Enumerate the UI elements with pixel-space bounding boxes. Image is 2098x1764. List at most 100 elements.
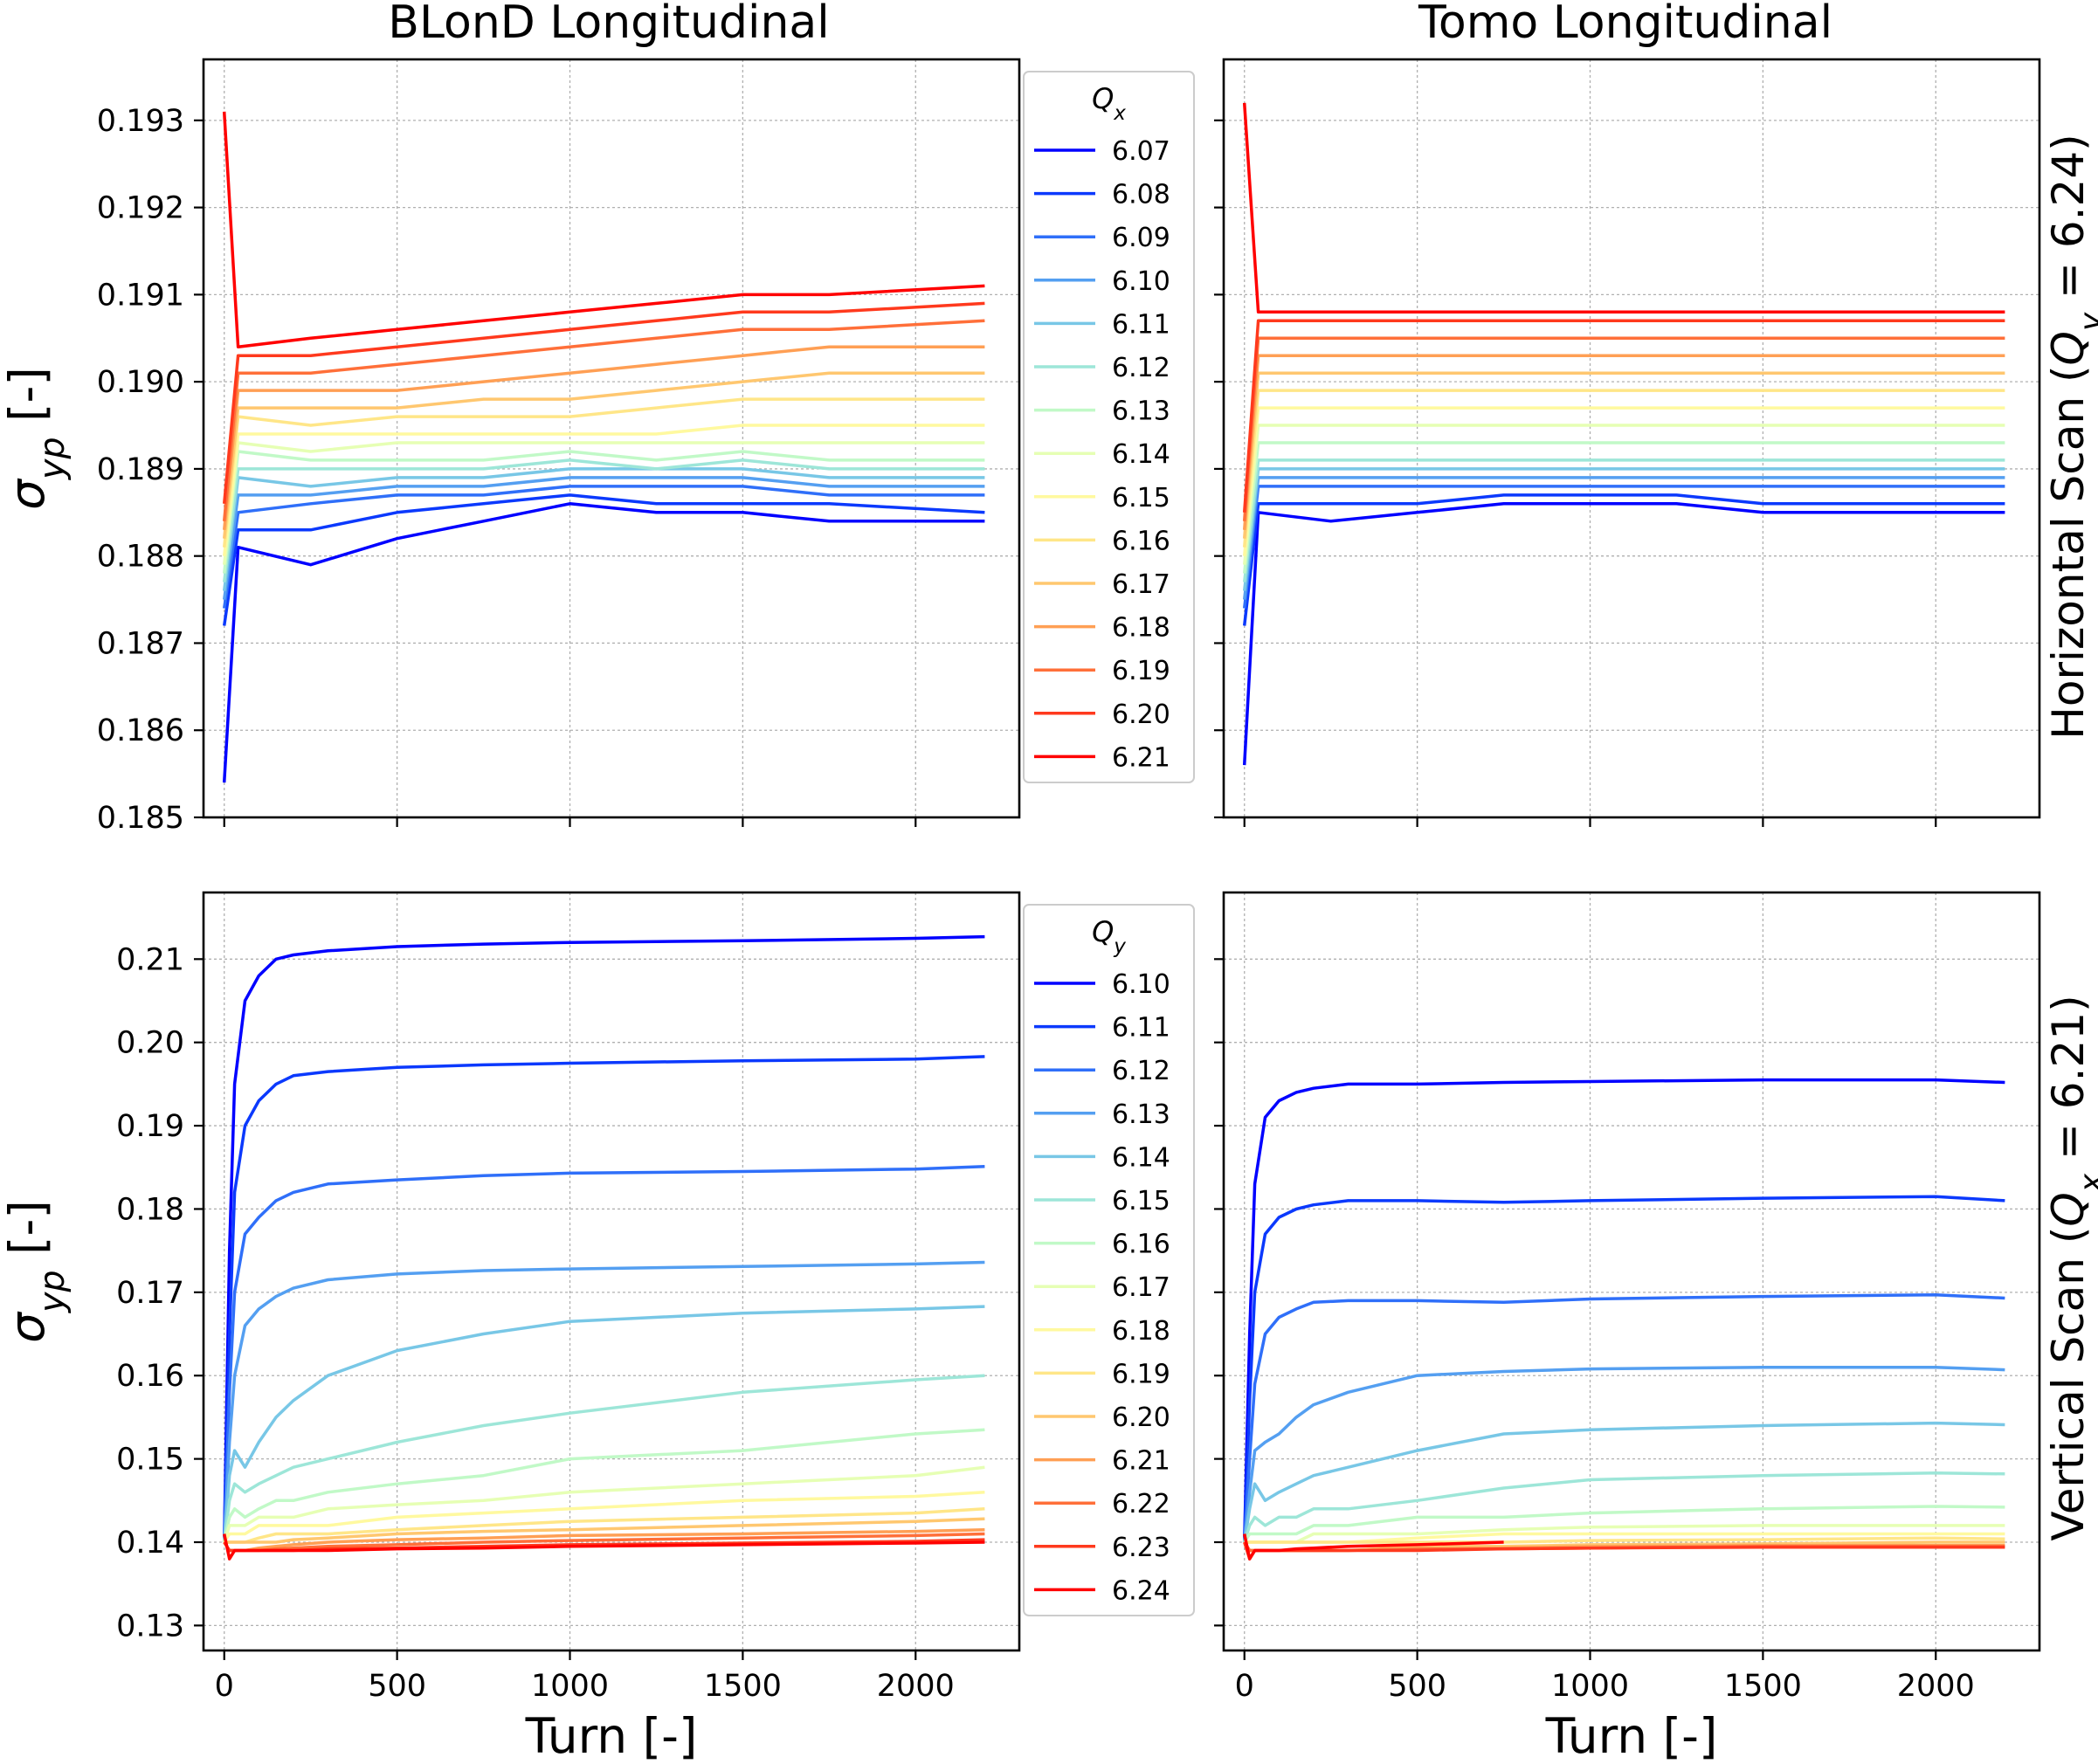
y-tick-label: 0.14 — [116, 1526, 184, 1561]
series-line-6.11 — [222, 1055, 985, 1543]
column-title-blond: BLonD Longitudinal — [388, 0, 829, 49]
legend-label: 6.18 — [1112, 613, 1170, 644]
plot-frame — [1222, 891, 2041, 1652]
series-line-6.16 — [1242, 389, 2005, 548]
legend-label: 6.13 — [1112, 396, 1170, 427]
series-line-6.15 — [1243, 1471, 2005, 1543]
series-line-6.13 — [1242, 1365, 2005, 1543]
series-line-6.20 — [1242, 319, 2005, 513]
series-line-6.11 — [222, 467, 985, 591]
row-label-horizontal-scan: Horizontal Scan (Qy = 6.24) — [2043, 134, 2098, 739]
series-line-6.10 — [222, 476, 985, 600]
series-line-6.21 — [1242, 102, 2005, 314]
legend-label: 6.08 — [1112, 180, 1170, 210]
series-line-6.15 — [222, 1374, 985, 1543]
chart-panel-4: 0 500 1000 1500 2000 Turn [-] — [1214, 891, 2041, 1764]
y-tick-label: 0.190 — [97, 365, 184, 400]
legend-label: 6.12 — [1112, 1056, 1170, 1086]
series-line-6.16 — [222, 397, 985, 548]
legend-title: Qx — [1092, 82, 1126, 125]
series-line-6.14 — [222, 441, 985, 565]
legend-label: 6.17 — [1112, 1272, 1170, 1303]
legend-label: 6.16 — [1112, 1230, 1170, 1260]
series-line-6.13 — [222, 450, 985, 574]
series-line-6.15 — [1242, 406, 2005, 556]
plot-frame — [1222, 58, 2041, 819]
x-tick-label: 2000 — [1897, 1669, 1975, 1704]
legend-label: 6.20 — [1112, 1402, 1170, 1433]
series-line-6.18 — [223, 1491, 985, 1543]
legend-label: 6.09 — [1112, 223, 1170, 253]
series-line-6.20 — [222, 301, 985, 504]
series-line-6.12 — [1242, 1292, 2005, 1543]
legend-label: 6.20 — [1112, 699, 1170, 730]
series-line-6.17 — [1242, 371, 2005, 539]
series-line-6.11 — [1242, 467, 2005, 591]
legend-label: 6.14 — [1112, 439, 1170, 470]
series-line-6.16 — [1243, 1505, 2005, 1543]
legend-label: 6.14 — [1112, 1142, 1170, 1173]
series-line-6.10 — [1242, 476, 2005, 600]
y-tick-label: 0.191 — [97, 278, 184, 313]
series-line-6.24 — [1242, 1533, 1504, 1561]
series-line-6.09 — [222, 485, 985, 609]
y-tick-label: 0.189 — [97, 452, 184, 487]
series-line-6.19 — [222, 319, 985, 521]
x-tick-label: 0 — [1235, 1669, 1254, 1704]
series-line-6.18 — [222, 345, 985, 530]
series-line-6.09 — [1242, 485, 2005, 609]
x-tick-label: 500 — [368, 1669, 426, 1704]
series-line-6.12 — [222, 458, 985, 582]
series-line-6.07 — [1242, 502, 2005, 766]
series-line-6.17 — [223, 1465, 985, 1543]
x-tick-label: 2000 — [877, 1669, 955, 1704]
legend-frame — [1023, 71, 1195, 783]
legend-label: 6.10 — [1112, 266, 1170, 297]
legend-label: 6.22 — [1112, 1489, 1170, 1519]
legend-label: 6.19 — [1112, 1359, 1170, 1389]
legend: Qx 6.07 6.08 6.09 6.10 6.11 6.12 6.13 6.14 6.15 6.… — [1023, 71, 1195, 783]
legend-label: 6.23 — [1112, 1533, 1170, 1563]
x-axis-label: Turn [-] — [525, 1708, 698, 1764]
y-tick-label: 0.186 — [97, 713, 184, 748]
y-tick-label: 0.193 — [97, 104, 184, 139]
series-line-6.12 — [1242, 458, 2005, 582]
series-line-6.15 — [222, 424, 985, 556]
legend-frame — [1023, 904, 1195, 1616]
y-tick-label: 0.185 — [97, 801, 184, 836]
series-line-6.16 — [222, 1428, 985, 1543]
series-line-6.12 — [222, 1165, 985, 1543]
chart-panel-3: 0 500 1000 1500 2000 0.13 0.14 0.15 0.16 0.17 0.18… — [0, 891, 1195, 1764]
legend-label: 6.18 — [1112, 1316, 1170, 1347]
legend-label: 6.10 — [1112, 969, 1170, 1000]
y-tick-label: 0.21 — [116, 942, 184, 977]
row-label-vertical-scan: Vertical Scan (Qx = 6.21) — [2043, 995, 2098, 1540]
chart-panel-2 — [1214, 58, 2041, 827]
y-tick-label: 0.18 — [116, 1192, 184, 1227]
legend-label: 6.12 — [1112, 353, 1170, 383]
legend-label: 6.15 — [1112, 1186, 1170, 1216]
y-tick-label: 0.19 — [116, 1109, 184, 1144]
legend-label: 6.07 — [1112, 136, 1170, 167]
series-line-6.10 — [1242, 1078, 2005, 1543]
series-line-6.14 — [222, 1305, 985, 1543]
y-tick-label: 0.187 — [97, 626, 184, 661]
y-tick-label: 0.15 — [116, 1443, 184, 1478]
y-tick-label: 0.13 — [116, 1609, 184, 1643]
series-line-6.24 — [222, 1533, 985, 1561]
column-title-tomo: Tomo Longitudinal — [1418, 0, 1832, 49]
legend-label: 6.24 — [1112, 1575, 1170, 1606]
legend-label: 6.15 — [1112, 483, 1170, 513]
series-line-6.19 — [1244, 1536, 2005, 1544]
plot-frame — [202, 891, 1021, 1652]
x-tick-label: 1500 — [704, 1669, 782, 1704]
series-line-6.21 — [222, 111, 985, 348]
legend-label: 6.11 — [1112, 309, 1170, 340]
legend-label: 6.21 — [1112, 742, 1170, 773]
y-tick-label: 0.192 — [97, 191, 184, 226]
legend-title: Qy — [1092, 915, 1126, 958]
series-line-6.17 — [222, 371, 985, 539]
chart-panel-1: 0.185 0.186 0.187 0.188 0.189 0.190 0.191 0.192… — [0, 58, 1195, 836]
legend-label: 6.17 — [1112, 569, 1170, 600]
